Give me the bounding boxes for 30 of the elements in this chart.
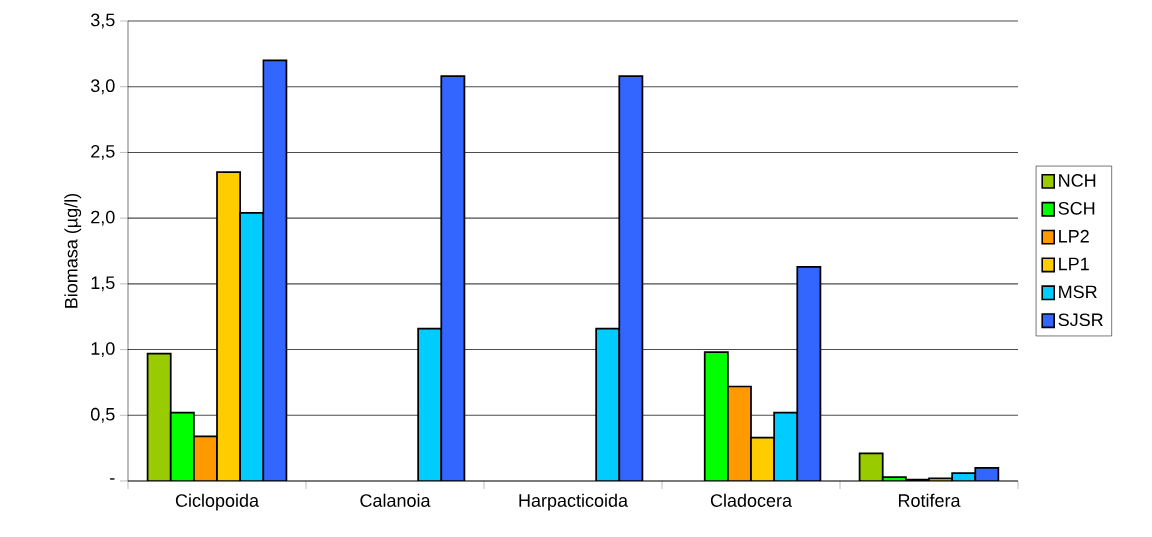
bar (146, 352, 172, 481)
y-tick-label: 0,5 (90, 407, 115, 423)
x-tick-label: Rotifera (898, 493, 961, 507)
legend-label: LP2 (1059, 229, 1089, 243)
y-tick-label: - (110, 478, 115, 480)
bar (262, 59, 288, 481)
y-tick-label: 2,0 (91, 210, 115, 226)
y-tick-label: 2,5 (91, 145, 115, 160)
y-axis-title: Biomasa (µg/l) (64, 193, 82, 308)
legend-label: NCH (1059, 174, 1096, 187)
bar (417, 327, 443, 481)
bar (858, 452, 884, 481)
legend-label: LP1 (1059, 257, 1089, 271)
legend-label: SJSR (1058, 313, 1103, 327)
bar (216, 171, 242, 481)
x-tick-label: Ciclopoida (175, 493, 260, 511)
legend-label: SCH (1058, 201, 1095, 215)
x-tick-label: Harpacticoida (519, 493, 629, 511)
bar (796, 265, 822, 481)
y-tick-label: 1,0 (91, 342, 115, 358)
bar (239, 212, 265, 481)
legend-label: MSR (1059, 285, 1097, 299)
y-tick-label: 1,5 (91, 276, 115, 292)
bar (440, 75, 466, 481)
bar (595, 327, 621, 481)
y-tick-label: 3,0 (90, 79, 115, 95)
x-tick-label: Calanoia (360, 493, 431, 507)
y-tick-label: 3,5 (90, 13, 115, 29)
x-tick-label: Cladocera (710, 493, 793, 507)
bar (618, 75, 644, 481)
